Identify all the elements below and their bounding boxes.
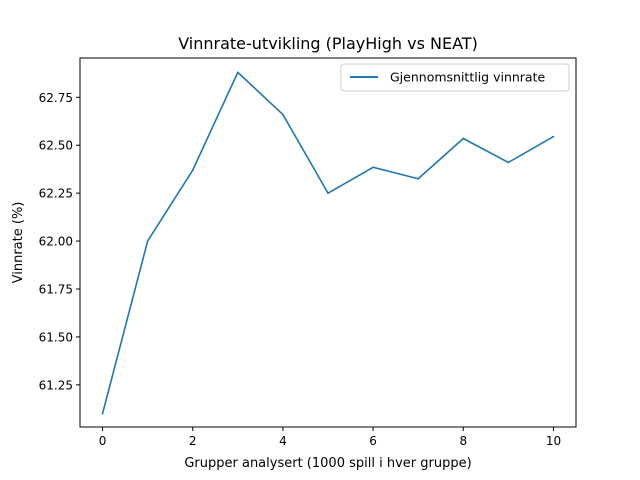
data-point [417, 177, 420, 180]
data-point [507, 161, 510, 164]
data-point [146, 240, 149, 242]
x-tick-label: 6 [369, 434, 377, 448]
data-point [191, 169, 194, 172]
legend: Gjennomsnittlig vinnrate [340, 63, 570, 92]
y-axis-ticks: 61.25 61.50 61.75 62.00 62.25 62.50 62.75 [39, 91, 80, 392]
x-axis-ticks: 0 2 4 6 8 10 [99, 427, 561, 448]
data-point [372, 166, 374, 169]
y-tick-label: 61.50 [39, 330, 73, 344]
data-point [462, 137, 465, 140]
x-axis-label: Grupper analysert (1000 spill i hver gru… [184, 456, 471, 471]
y-axis-label: Vinnrate (%) [11, 202, 26, 284]
series-layer [101, 71, 555, 415]
chart-title: Vinnrate-utvikling (PlayHigh vs NEAT) [178, 34, 478, 53]
axes-frame [79, 57, 577, 428]
data-point [327, 192, 329, 195]
x-tick-label: 10 [546, 434, 561, 448]
y-tick-label: 62.00 [39, 235, 73, 249]
x-tick-label: 0 [99, 434, 107, 448]
data-point [552, 135, 555, 138]
data-point [236, 71, 239, 74]
legend-label: Gjennomsnittlig vinnrate [390, 70, 545, 85]
x-tick-label: 4 [279, 434, 287, 448]
y-tick-label: 61.25 [39, 378, 73, 392]
y-tick-label: 62.75 [39, 91, 73, 105]
legend-box [340, 63, 570, 92]
y-tick-label: 61.75 [39, 282, 73, 296]
data-point [101, 412, 104, 415]
data-point [282, 113, 284, 116]
x-tick-label: 2 [189, 434, 197, 448]
y-tick-label: 62.25 [39, 187, 73, 201]
x-tick-label: 8 [459, 434, 467, 448]
y-tick-label: 62.50 [39, 139, 73, 153]
